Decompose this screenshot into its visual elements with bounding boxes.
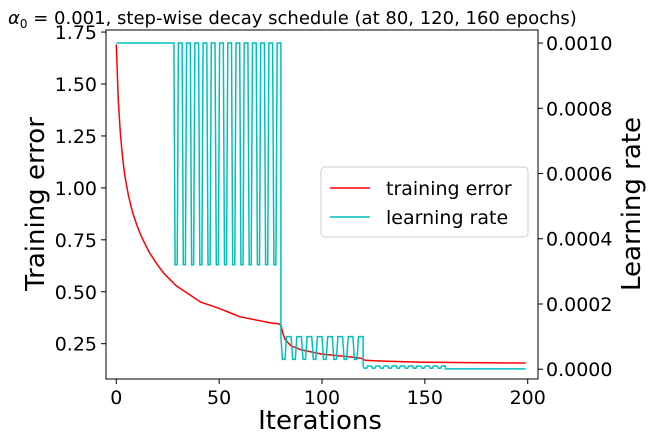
y-left-tick-label: 0.50	[55, 282, 97, 304]
legend-label-training-error: training error	[386, 178, 512, 200]
chart-title: α0 = 0.001, step-wise decay schedule (at…	[8, 8, 577, 31]
chart-title-alpha: α	[8, 8, 20, 29]
y-right-axis-title: Learning rate	[617, 117, 647, 291]
x-tick-label: 0	[110, 387, 122, 409]
chart-title-subscript: 0	[20, 17, 28, 31]
x-tick-label: 100	[304, 387, 340, 409]
y-left-tick-label: 1.25	[55, 126, 97, 148]
y-right-tick-label: 0.0004	[546, 229, 612, 251]
y-right-tick-label: 0.0002	[546, 294, 612, 316]
legend-box	[320, 166, 529, 238]
y-left-axis-ticks: 0.25 0.50 0.75 1.00 1.25 1.50 1.75	[55, 22, 106, 356]
y-right-tick-label: 0.0000	[546, 359, 612, 381]
x-tick-label: 150	[407, 387, 443, 409]
x-axis-ticks: 0 50 100 150 200	[110, 379, 546, 409]
chart-title-text: = 0.001, step-wise decay schedule (at 80…	[28, 8, 577, 29]
y-right-tick-label: 0.0010	[546, 33, 612, 55]
y-left-tick-label: 1.50	[55, 74, 97, 96]
y-left-tick-label: 1.00	[55, 178, 97, 200]
y-left-tick-label: 0.75	[55, 230, 97, 252]
x-axis-title: Iterations	[258, 406, 382, 436]
series-line-training-error	[115, 44, 526, 364]
x-tick-label: 200	[510, 387, 546, 409]
y-left-tick-label: 0.25	[55, 334, 97, 356]
y-left-axis-title: Training error	[21, 117, 51, 292]
y-right-tick-label: 0.0006	[546, 164, 612, 186]
series-line-learning-rate	[116, 42, 526, 370]
series-layer	[115, 42, 526, 370]
x-tick-label: 50	[207, 387, 231, 409]
legend: training error learning rate	[320, 166, 529, 238]
y-left-tick-label: 1.75	[55, 22, 97, 44]
legend-label-learning-rate: learning rate	[386, 207, 508, 229]
y-right-axis-ticks: 0.0000 0.0002 0.0004 0.0006 0.0008 0.0010	[538, 33, 612, 381]
y-right-tick-label: 0.0008	[546, 98, 612, 120]
